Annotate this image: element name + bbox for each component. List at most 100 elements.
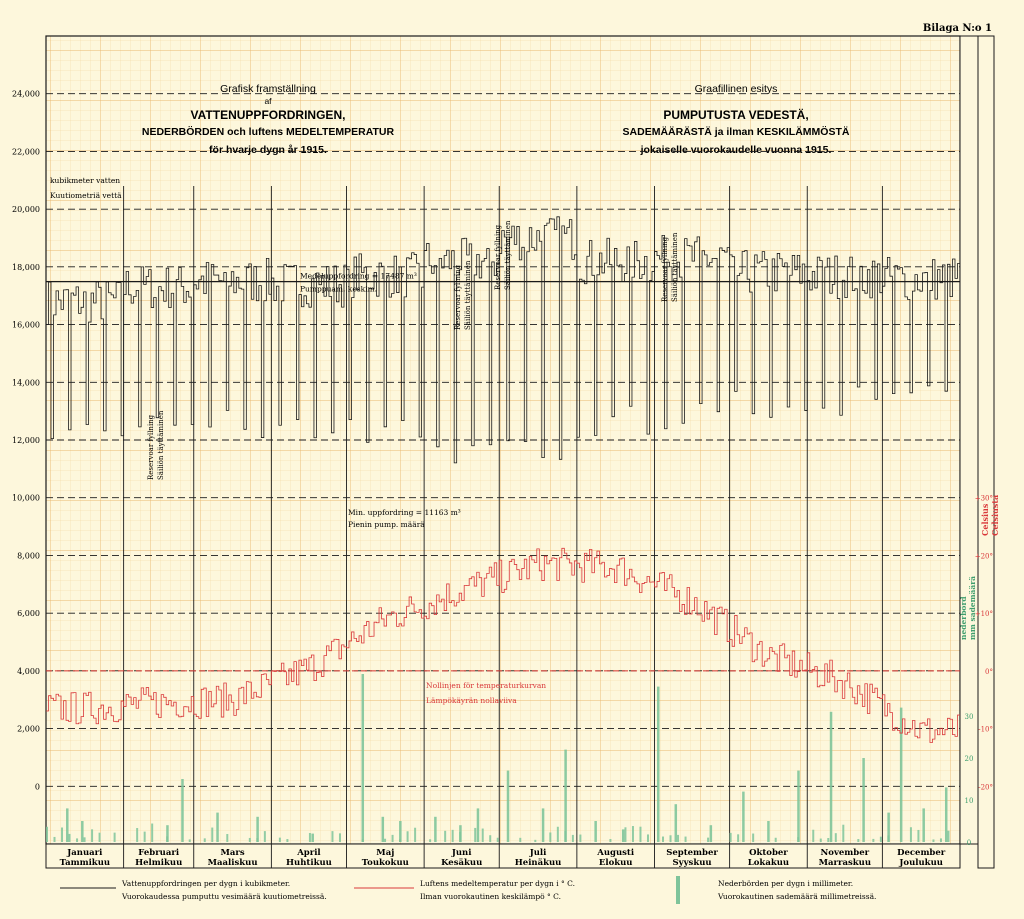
water-tick-label: 8,000 xyxy=(17,551,40,560)
month-label-sv: Mars xyxy=(220,848,244,858)
month-label-sv: Juni xyxy=(451,848,472,858)
left-unit-fi: Kuutiometriä vettä xyxy=(50,191,122,200)
temperature-tick-label: +30° xyxy=(975,495,993,503)
temperature-scale-strip xyxy=(959,35,979,845)
precip-bar xyxy=(76,838,79,842)
precip-bar xyxy=(338,833,341,842)
precip-bar xyxy=(143,831,146,842)
precip-bar xyxy=(406,831,409,842)
precip-bar xyxy=(899,707,903,842)
precip-bar xyxy=(657,686,660,842)
precip-bar xyxy=(742,791,745,842)
legend-temp-sv: Luftens medeltemperatur per dygn i ° C. xyxy=(420,879,575,888)
precip-bar xyxy=(774,837,777,842)
title-fi-line3: PUMPUTUSTA VEDESTÄ, xyxy=(663,107,808,122)
precip-bar xyxy=(53,836,56,842)
precip-bar xyxy=(669,835,672,842)
month-label-fi: Marraskuu xyxy=(819,858,871,868)
title-fi-line4: SADEMÄÄRÄSTÄ ja ilman KESKILÄMMÖSTÄ xyxy=(623,125,850,138)
legend-precip-sv: Nederbörden per dygn i millimeter. xyxy=(718,879,853,888)
precip-bar xyxy=(474,827,477,842)
water-series xyxy=(46,216,960,464)
precip-bar xyxy=(564,749,567,842)
precip-bar xyxy=(571,834,574,842)
precip-tick-label: 20 xyxy=(965,755,974,763)
precip-bar xyxy=(481,828,484,842)
precip-bar xyxy=(286,839,289,842)
sheet-label: Bilaga N:o 1 xyxy=(923,23,992,34)
precip-bar xyxy=(188,839,191,842)
left-unit-sv: kubikmeter vatten xyxy=(50,176,120,185)
water-tick-label: 20,000 xyxy=(12,205,40,214)
reservoir-note-jun-fi: Säiliön täyttäminen xyxy=(464,260,472,330)
water-tick-label: 18,000 xyxy=(12,263,40,272)
legend-water-sv: Vattenuppfordringen per dygn i kubikmete… xyxy=(121,879,290,888)
month-label-fi: Huhtikuu xyxy=(286,858,332,868)
precip-bar xyxy=(151,823,154,842)
month-label-fi: Maaliskuu xyxy=(208,858,258,868)
precip-bar xyxy=(549,832,552,842)
precip-bar xyxy=(819,838,822,842)
temperature-series xyxy=(46,547,960,743)
month-label-sv: November xyxy=(821,848,870,858)
title-fi-line5: jokaiselle vuorokaudelle vuonna 1915. xyxy=(640,144,832,156)
precip-bar xyxy=(677,834,680,842)
month-label-sv: September xyxy=(666,848,718,858)
precip-bar xyxy=(98,832,101,842)
precip-bar xyxy=(331,831,334,842)
precip-bar xyxy=(166,836,169,842)
precip-bar xyxy=(414,827,417,842)
precip-bar xyxy=(887,835,890,842)
precip-bar xyxy=(829,711,833,842)
precip-bar xyxy=(797,837,800,842)
reservoir-note-jul-sv: Reservoar fyllning xyxy=(494,224,502,290)
reservoir-note-jun-sv: Reservoar fyllning xyxy=(454,264,462,330)
precip-bar xyxy=(621,829,625,842)
precip-bar xyxy=(662,836,665,842)
precip-bar xyxy=(887,812,890,842)
reservoir-notes: Reservoar fyllning Säiliön täyttäminen R… xyxy=(147,220,679,480)
water-tick-label: 12,000 xyxy=(12,436,40,445)
min-label-sv: Min. uppfordring = 11163 m³ xyxy=(348,508,461,517)
month-label-fi: Tammikuu xyxy=(60,858,111,868)
temperature-tick-label: 0° xyxy=(985,668,993,676)
title-finnish: Graafillinen esitys PUMPUTUSTA VEDESTÄ, … xyxy=(623,83,850,156)
water-tick-label: 22,000 xyxy=(12,147,40,156)
min-label-fi: Pienin pump. määrä xyxy=(348,520,425,529)
temperature-line xyxy=(46,547,960,743)
precip-bar xyxy=(391,834,394,842)
month-label-fi: Helmikuu xyxy=(135,858,182,868)
legend: Vattenuppfordringen per dygn i kubikmete… xyxy=(60,876,876,904)
reservoir-note-feb-fi: Säiliön täyttäminen xyxy=(157,410,165,480)
precip-bar xyxy=(66,808,69,842)
precip-bar xyxy=(451,829,454,842)
reservoir-note-sep-fi: Säiliön täyttäminen xyxy=(671,232,679,302)
precip-bar xyxy=(812,829,815,842)
precip-bar xyxy=(399,821,402,842)
precip-bar xyxy=(631,826,634,842)
precip-bar xyxy=(91,829,94,842)
title-sv-line4: NEDERBÖRDEN och luftens MEDELTEMPERATUR xyxy=(142,125,395,138)
water-tick-label: 16,000 xyxy=(12,321,40,330)
water-tick-label: 2,000 xyxy=(17,725,40,734)
precip-bar xyxy=(767,821,770,842)
temperature-tick-label: -10° xyxy=(978,726,993,734)
title-sv-line2: af xyxy=(264,96,272,106)
precip-bar xyxy=(872,838,875,842)
month-label-sv: Maj xyxy=(376,848,394,858)
precip-bar xyxy=(579,834,582,842)
precip-bar xyxy=(797,770,800,842)
precip-bar xyxy=(646,834,649,842)
precip-bar xyxy=(564,831,567,842)
precip-bar xyxy=(113,832,116,842)
temperature-axis-ticks: +30° +20° +10° 0° -10° -20° xyxy=(975,495,993,792)
legend-precip-fi: Vuorokautinen sademäärä millimetreissä. xyxy=(717,892,876,901)
precip-bar xyxy=(932,839,935,842)
precipitation-axis-ticks: 30 20 10 0 xyxy=(965,713,974,847)
title-swedish: Grafisk framställning af VATTENUPPFORDRI… xyxy=(142,83,395,156)
water-tick-label: 14,000 xyxy=(12,378,40,387)
month-label-fi: Heinäkuu xyxy=(515,857,562,868)
precip-bar xyxy=(361,839,364,842)
precip-bar xyxy=(519,837,522,842)
month-label-sv: Oktober xyxy=(749,848,788,858)
